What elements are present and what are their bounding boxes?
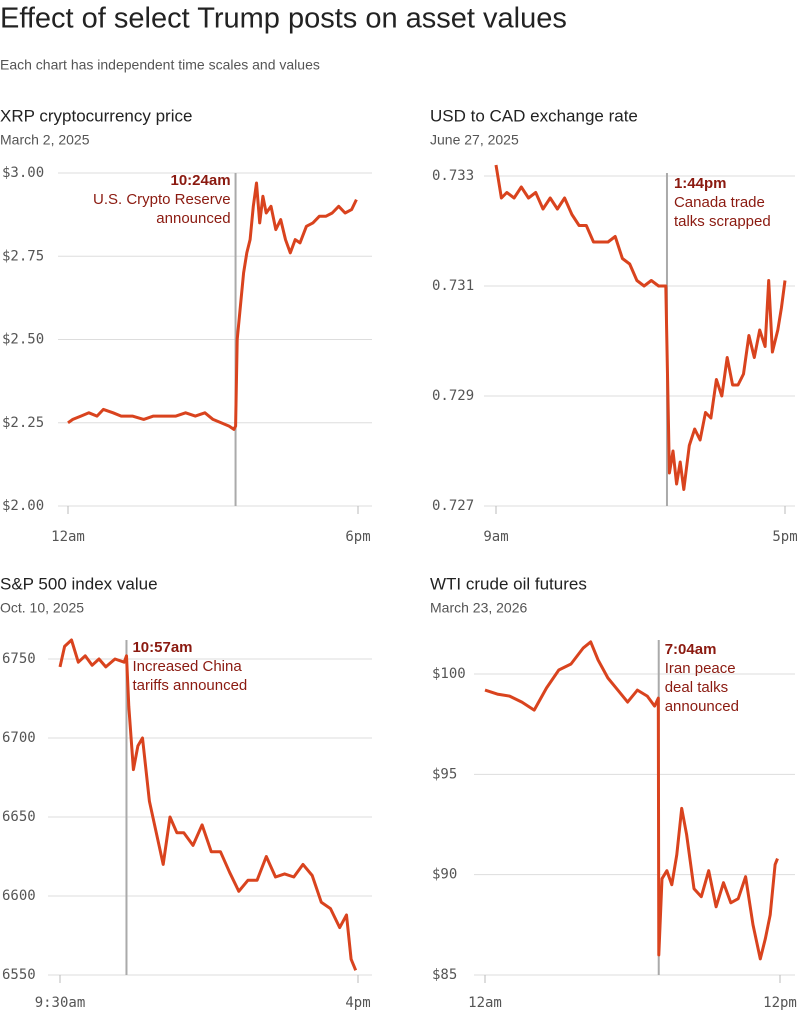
chart-title: S&P 500 index value — [0, 574, 158, 593]
y-tick-label: 6650 — [2, 809, 36, 825]
x-tick-label: 12am — [51, 529, 85, 545]
page-title: Effect of select Trump posts on asset va… — [0, 3, 567, 35]
event-text: Increased China — [132, 658, 242, 675]
x-tick-label: 12am — [468, 995, 502, 1011]
chart-subtitle: Oct. 10, 2025 — [0, 600, 84, 616]
y-tick-label: $2.75 — [2, 248, 44, 264]
event-text: U.S. Crypto Reserve — [93, 191, 231, 208]
y-tick-label: 0.731 — [432, 278, 474, 294]
x-tick-label: 4pm — [345, 995, 370, 1011]
event-time: 10:24am — [171, 172, 231, 189]
x-tick-label: 6pm — [345, 529, 370, 545]
x-tick-label: 12pm — [763, 995, 797, 1011]
y-tick-label: $95 — [432, 766, 457, 782]
y-tick-label: $2.00 — [2, 498, 44, 514]
event-text: Iran peace — [665, 660, 736, 677]
y-tick-label: $3.00 — [2, 165, 44, 181]
chart-subtitle: March 23, 2026 — [430, 600, 527, 616]
price-line — [67, 181, 358, 431]
price-line — [494, 164, 787, 491]
event-text: Canada trade — [674, 194, 765, 211]
event-text: announced — [156, 210, 230, 227]
event-time: 7:04am — [665, 641, 717, 658]
chart-title: WTI crude oil futures — [430, 574, 587, 593]
chart-title: XRP cryptocurrency price — [0, 106, 192, 125]
y-tick-label: 6700 — [2, 730, 36, 746]
y-tick-label: $2.25 — [2, 415, 44, 431]
event-text: tariffs announced — [132, 677, 247, 694]
y-tick-label: $2.50 — [2, 332, 44, 348]
y-tick-label: 0.729 — [432, 388, 474, 404]
y-tick-label: $100 — [432, 666, 466, 682]
y-tick-label: $85 — [432, 967, 457, 983]
y-tick-label: 0.727 — [432, 498, 474, 514]
event-time: 10:57am — [132, 639, 192, 656]
y-tick-label: 6750 — [2, 651, 36, 667]
x-tick-label: 9:30am — [35, 995, 86, 1011]
y-tick-label: 0.733 — [432, 168, 474, 184]
y-tick-label: 6600 — [2, 888, 36, 904]
chart-title: USD to CAD exchange rate — [430, 106, 638, 125]
event-text: deal talks — [665, 679, 728, 696]
chart-subtitle: June 27, 2025 — [430, 132, 519, 148]
event-text: talks scrapped — [674, 213, 771, 230]
x-tick-label: 5pm — [772, 529, 797, 545]
price-line — [484, 640, 779, 961]
y-tick-label: $90 — [432, 867, 457, 883]
x-tick-label: 9am — [483, 529, 508, 545]
event-text: announced — [665, 698, 739, 715]
y-tick-label: 6550 — [2, 967, 36, 983]
price-line — [58, 638, 358, 971]
chart-subtitle: March 2, 2025 — [0, 132, 90, 148]
page-subtitle: Each chart has independent time scales a… — [0, 57, 320, 73]
event-time: 1:44pm — [674, 175, 727, 192]
